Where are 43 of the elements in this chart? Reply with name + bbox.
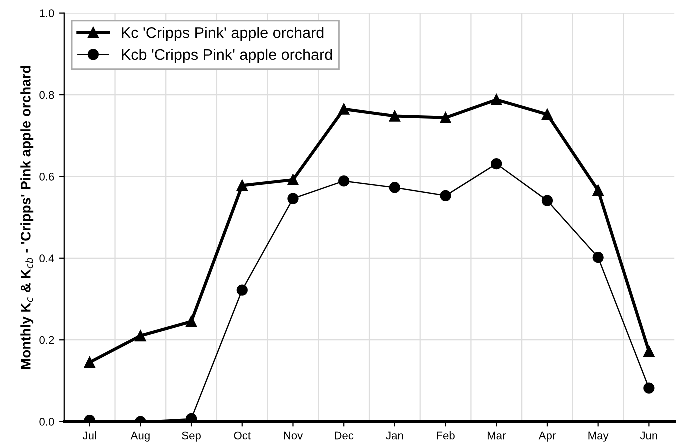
point — [288, 193, 299, 204]
point — [542, 109, 554, 120]
point — [542, 195, 554, 206]
x-tick-label: Feb — [437, 432, 455, 440]
x-tick-label: Jul — [82, 432, 96, 440]
point — [644, 346, 655, 358]
x-tick-label: Aug — [130, 432, 150, 442]
x-tick-label: Jun — [640, 432, 658, 440]
x-tick-label: Sep — [182, 432, 201, 442]
x-tick-label: Apr — [538, 432, 556, 442]
point — [288, 174, 299, 186]
y-tick-label: 0.2 — [40, 336, 54, 344]
x-tick-label: Dec — [335, 432, 354, 440]
point — [592, 252, 604, 264]
point — [84, 357, 96, 368]
x-tick-label: Mar — [488, 432, 506, 440]
y-axis-title: Monthly K$_{c}$ & K$_{cb}$ - 'Cripps' Pink apple orchard — [20, 66, 34, 369]
point — [389, 110, 400, 122]
point — [236, 284, 248, 296]
point — [389, 182, 400, 194]
point — [186, 316, 198, 328]
point — [135, 330, 146, 342]
point — [186, 413, 198, 422]
y-tick-label: 0.0 — [40, 418, 54, 426]
point — [440, 190, 452, 202]
point — [236, 180, 248, 192]
y-tick-label: 1.0 — [40, 10, 54, 18]
x-tick-label: May — [588, 432, 609, 442]
legend-label: Kcb 'Cripps Pink' apple orchard — [122, 48, 332, 64]
legend-label: Kc 'Cripps Pink' apple orchard — [122, 27, 324, 42]
point — [338, 104, 350, 115]
point — [491, 158, 502, 170]
y-tick-label: 0.4 — [40, 254, 54, 263]
point — [644, 382, 655, 394]
point — [338, 176, 350, 187]
point — [491, 94, 502, 106]
y-tick-label: 0.8 — [40, 91, 54, 100]
point — [440, 112, 452, 124]
x-tick-label: Nov — [284, 432, 304, 440]
x-tick-label: Oct — [234, 432, 251, 440]
point — [592, 185, 604, 196]
y-tick-label: 0.6 — [40, 172, 54, 181]
x-tick-label: Jan — [386, 432, 404, 440]
